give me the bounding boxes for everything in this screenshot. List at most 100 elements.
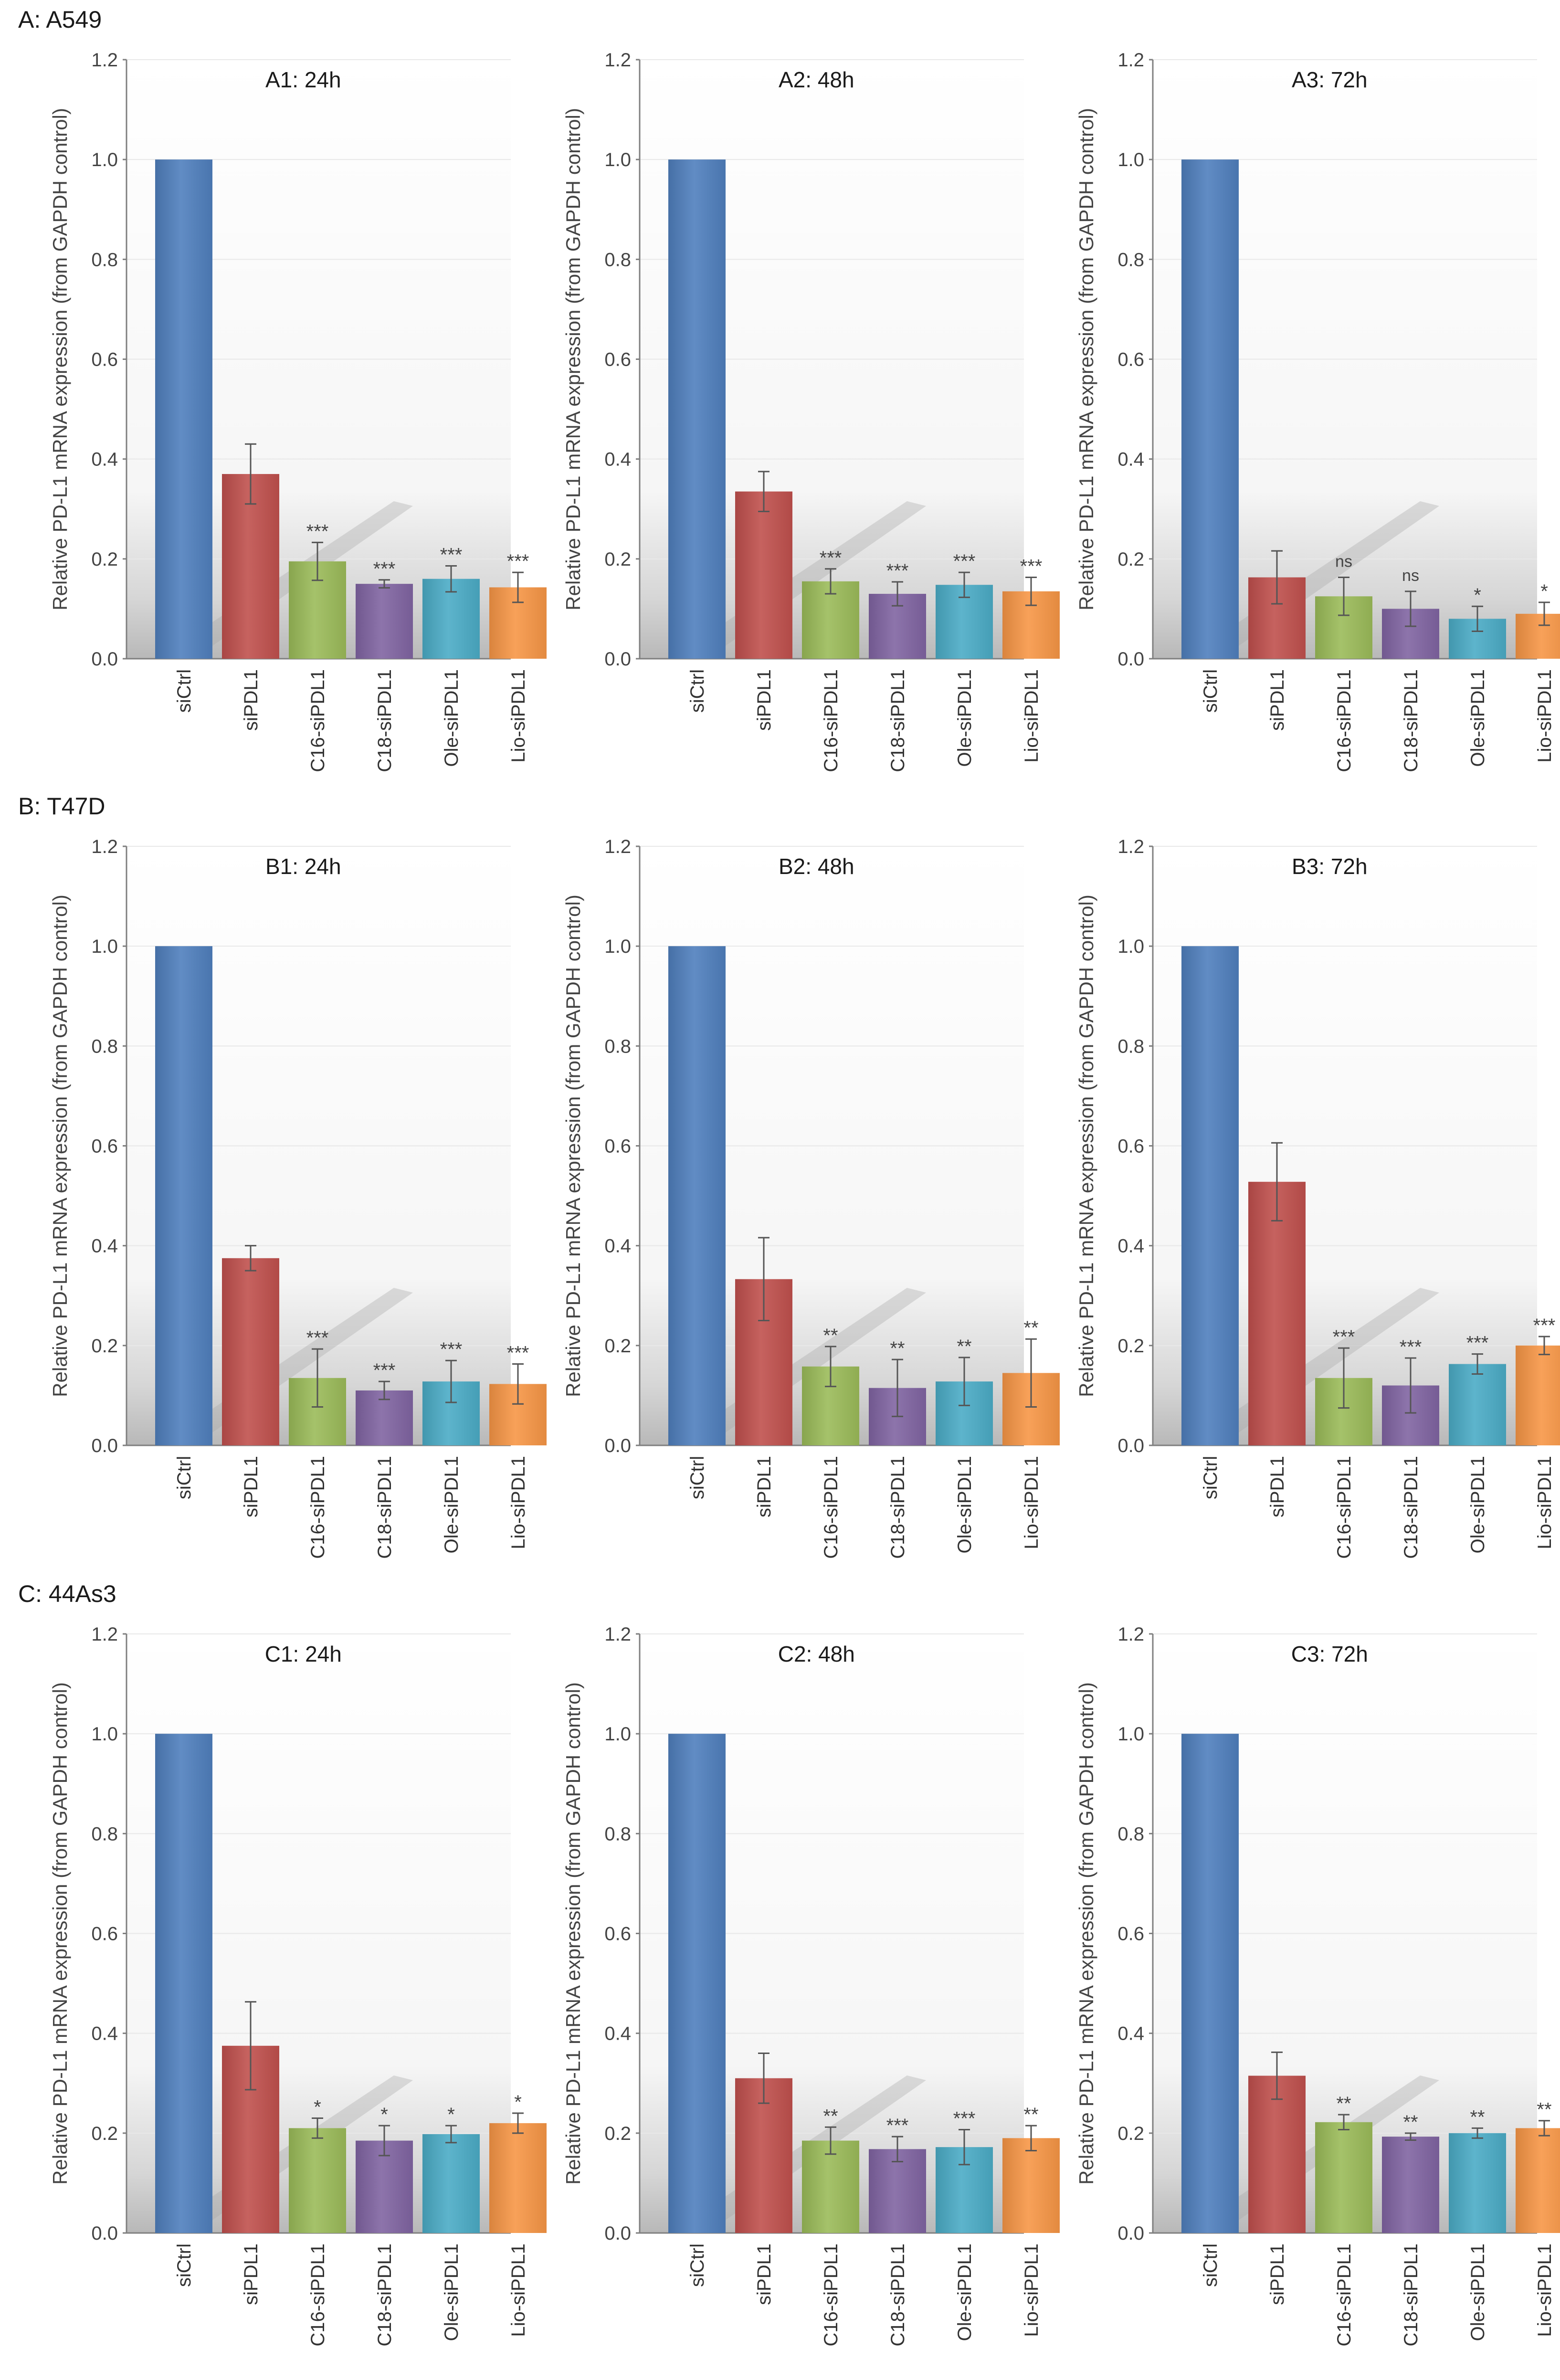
chart-6-bar-ole-sipdl1 bbox=[1449, 1364, 1506, 1445]
chart-5-category-label: C16-siPDL1 bbox=[821, 1456, 842, 1559]
chart-3-significance-label: * bbox=[1474, 585, 1481, 606]
chart-3-category-label: siCtrl bbox=[1200, 669, 1221, 713]
chart-3-ytick-label: 0.6 bbox=[1117, 349, 1144, 370]
chart-3-y-axis-label: Relative PD-L1 mRNA expression (from GAP… bbox=[1075, 108, 1097, 611]
chart-3-category-label: Lio-siPDL1 bbox=[1534, 669, 1555, 763]
section-label-b: B: T47D bbox=[18, 793, 105, 820]
chart-5-bar-sictrl bbox=[668, 946, 726, 1445]
chart-7-bar-lio-sipdl1 bbox=[489, 2123, 547, 2233]
chart-1-ytick-label: 0.8 bbox=[91, 249, 118, 270]
chart-3-category-label: C16-siPDL1 bbox=[1334, 669, 1355, 772]
chart-2-category-label: Lio-siPDL1 bbox=[1021, 669, 1042, 763]
chart-4-category-label: C18-siPDL1 bbox=[374, 1456, 395, 1559]
chart-8-ytick-label: 0.4 bbox=[604, 2023, 631, 2044]
chart-9-bar-ole-sipdl1 bbox=[1449, 2133, 1506, 2233]
chart-6-ytick-label: 0.0 bbox=[1117, 1435, 1144, 1456]
chart-7-y-axis-label: Relative PD-L1 mRNA expression (from GAP… bbox=[49, 1682, 71, 2185]
chart-7-significance-label: * bbox=[314, 2096, 321, 2117]
chart-7-ytick-label: 1.2 bbox=[91, 1624, 118, 1645]
chart-9-significance-label: ** bbox=[1336, 2093, 1351, 2114]
chart-2-category-label: C18-siPDL1 bbox=[887, 669, 908, 772]
chart-5-category-label: C18-siPDL1 bbox=[887, 1456, 908, 1559]
chart-6-significance-label: *** bbox=[1533, 1315, 1556, 1336]
chart-5-ytick-label: 0.2 bbox=[604, 1336, 631, 1357]
chart-6-significance-label: *** bbox=[1400, 1337, 1422, 1358]
chart-6-category-label: siCtrl bbox=[1200, 1456, 1221, 1499]
chart-4-ytick-label: 1.2 bbox=[91, 836, 118, 857]
chart-1-ytick-label: 1.0 bbox=[91, 149, 118, 170]
chart-6-title: B3: 72h bbox=[1292, 854, 1368, 879]
chart-8-significance-label: *** bbox=[886, 2115, 909, 2136]
chart-9-bar-sictrl bbox=[1181, 1734, 1239, 2233]
chart-9-category-label: siPDL1 bbox=[1267, 2243, 1288, 2305]
chart-6-bar-lio-sipdl1 bbox=[1516, 1345, 1560, 1445]
chart-9-significance-label: ** bbox=[1470, 2106, 1485, 2127]
chart-4-ytick-label: 0.4 bbox=[91, 1236, 118, 1257]
chart-5-category-label: Ole-siPDL1 bbox=[954, 1456, 975, 1554]
chart-1-y-axis-label: Relative PD-L1 mRNA expression (from GAP… bbox=[49, 108, 71, 611]
chart-1-ytick-label: 0.4 bbox=[91, 449, 118, 470]
chart-4-bar-sipdl1 bbox=[222, 1258, 279, 1445]
chart-8-y-axis-label: Relative PD-L1 mRNA expression (from GAP… bbox=[562, 1682, 584, 2185]
chart-7-category-label: Lio-siPDL1 bbox=[508, 2243, 529, 2337]
chart-4-category-label: siPDL1 bbox=[241, 1456, 262, 1517]
chart-1-category-label: C16-siPDL1 bbox=[307, 669, 328, 772]
chart-3-significance-label: ns bbox=[1402, 567, 1419, 585]
chart-4-category-label: C16-siPDL1 bbox=[307, 1456, 328, 1559]
chart-8-category-label: siPDL1 bbox=[754, 2243, 775, 2305]
chart-7-significance-label: * bbox=[514, 2092, 522, 2113]
chart-8-bar-c18-sipdl1 bbox=[869, 2149, 926, 2233]
chart-5-ytick-label: 0.0 bbox=[604, 1435, 631, 1456]
chart-3-title: A3: 72h bbox=[1292, 67, 1368, 92]
chart-3-significance-label: ns bbox=[1335, 553, 1352, 571]
chart-9-significance-label: ** bbox=[1537, 2099, 1551, 2120]
chart-3-ytick-label: 0.8 bbox=[1117, 249, 1144, 270]
chart-9-bar-c16-sipdl1 bbox=[1315, 2122, 1372, 2233]
chart-3-significance-label: * bbox=[1540, 581, 1548, 602]
chart-7-ytick-label: 0.0 bbox=[91, 2223, 118, 2244]
chart-2-significance-label: *** bbox=[820, 548, 842, 569]
chart-9-category-label: C16-siPDL1 bbox=[1334, 2243, 1355, 2347]
chart-4-title: B1: 24h bbox=[265, 854, 341, 879]
chart-2-ytick-label: 1.2 bbox=[604, 50, 631, 71]
section-label-a: A: A549 bbox=[18, 6, 102, 33]
chart-9-category-label: Lio-siPDL1 bbox=[1534, 2243, 1555, 2337]
chart-6-significance-label: *** bbox=[1333, 1327, 1355, 1348]
chart-7-significance-label: * bbox=[447, 2104, 455, 2125]
chart-6-category-label: C16-siPDL1 bbox=[1334, 1456, 1355, 1559]
chart-7-ytick-label: 0.8 bbox=[91, 1823, 118, 1844]
chart-2-y-axis-label: Relative PD-L1 mRNA expression (from GAP… bbox=[562, 108, 584, 611]
chart-8-title: C2: 48h bbox=[778, 1642, 855, 1666]
chart-7-ytick-label: 1.0 bbox=[91, 1724, 118, 1745]
chart-5-category-label: siPDL1 bbox=[754, 1456, 775, 1517]
chart-9-ytick-label: 0.6 bbox=[1117, 1924, 1144, 1945]
chart-2-title: A2: 48h bbox=[779, 67, 854, 92]
chart-4-category-label: Lio-siPDL1 bbox=[508, 1456, 529, 1549]
chart-5-category-label: siCtrl bbox=[687, 1456, 708, 1499]
chart-1-significance-label: *** bbox=[507, 551, 529, 572]
chart-7-bar-ole-sipdl1 bbox=[422, 2134, 480, 2233]
chart-2-significance-label: *** bbox=[1020, 556, 1043, 577]
chart-6-bar-sipdl1 bbox=[1248, 1181, 1306, 1445]
chart-4-ytick-label: 0.0 bbox=[91, 1435, 118, 1456]
chart-7-ytick-label: 0.2 bbox=[91, 2123, 118, 2144]
chart-4-ytick-label: 1.0 bbox=[91, 936, 118, 957]
chart-9-ytick-label: 0.2 bbox=[1117, 2123, 1144, 2144]
chart-3-ytick-label: 0.2 bbox=[1117, 549, 1144, 570]
chart-3-ytick-label: 0.0 bbox=[1117, 649, 1144, 670]
chart-5-ytick-label: 1.0 bbox=[604, 936, 631, 957]
chart-1-category-label: Lio-siPDL1 bbox=[508, 669, 529, 763]
chart-1-ytick-label: 0.0 bbox=[91, 649, 118, 670]
chart-1-category-label: C18-siPDL1 bbox=[374, 669, 395, 772]
chart-1-title: A1: 24h bbox=[265, 67, 341, 92]
chart-3-bar-sictrl bbox=[1181, 159, 1239, 659]
chart-1-significance-label: *** bbox=[440, 544, 463, 565]
chart-8-category-label: C16-siPDL1 bbox=[821, 2243, 842, 2347]
chart-6-ytick-label: 1.2 bbox=[1117, 836, 1144, 857]
chart-6-ytick-label: 1.0 bbox=[1117, 936, 1144, 957]
chart-8-bar-sipdl1 bbox=[735, 2078, 792, 2233]
chart-2-bar-sipdl1 bbox=[735, 491, 792, 659]
chart-8-ytick-label: 0.2 bbox=[604, 2123, 631, 2144]
chart-5-significance-label: ** bbox=[890, 1338, 905, 1359]
